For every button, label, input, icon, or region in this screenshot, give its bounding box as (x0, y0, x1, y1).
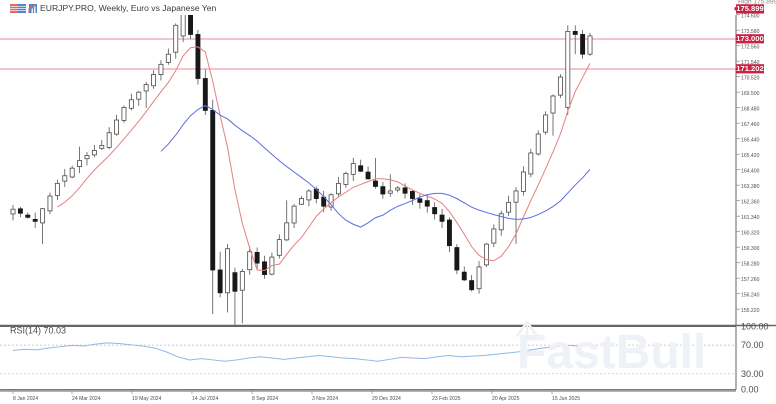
svg-text:167.460: 167.460 (741, 122, 760, 128)
svg-text:14 Jul 2024: 14 Jul 2024 (192, 396, 219, 402)
svg-text:15 Jun 2025: 15 Jun 2025 (552, 396, 580, 402)
svg-text:160.320: 160.320 (741, 231, 760, 237)
svg-text:8 Jan 2024: 8 Jan 2024 (13, 396, 38, 402)
svg-text:100.00: 100.00 (741, 322, 769, 332)
svg-text:24 Mar 2024: 24 Mar 2024 (72, 396, 101, 402)
svg-text:RSI(14) 70.03: RSI(14) 70.03 (10, 326, 66, 336)
svg-text:0.00: 0.00 (741, 385, 759, 395)
svg-text:166.440: 166.440 (741, 138, 760, 144)
svg-text:162.360: 162.360 (741, 200, 760, 206)
svg-text:174.600: 174.600 (741, 14, 760, 20)
svg-text:8 Sep 2024: 8 Sep 2024 (252, 396, 278, 402)
svg-text:157.260: 157.260 (741, 277, 760, 283)
svg-text:29 Dec 2024: 29 Dec 2024 (372, 396, 401, 402)
svg-text:161.340: 161.340 (741, 215, 760, 221)
svg-text:30.00: 30.00 (741, 369, 764, 379)
svg-text:159.300: 159.300 (741, 246, 760, 252)
svg-text:23 Feb 2025: 23 Feb 2025 (432, 396, 461, 402)
svg-text:168.480: 168.480 (741, 107, 760, 113)
svg-text:155.220: 155.220 (741, 308, 760, 314)
svg-text:156.240: 156.240 (741, 293, 760, 299)
svg-text:158.280: 158.280 (741, 262, 760, 268)
svg-text:19 May 2024: 19 May 2024 (132, 396, 162, 402)
svg-text:165.420: 165.420 (741, 153, 760, 159)
svg-text:EURJPY.PRO, Weekly, Euro vs Ja: EURJPY.PRO, Weekly, Euro vs Japanese Yen (40, 3, 216, 13)
svg-text:170.520: 170.520 (741, 76, 760, 82)
svg-text:173.000: 173.000 (736, 34, 763, 43)
svg-text:20 Apr 2025: 20 Apr 2025 (492, 396, 520, 402)
svg-text:175.899: 175.899 (736, 4, 763, 13)
svg-text:169.500: 169.500 (741, 91, 760, 97)
svg-text:172.560: 172.560 (741, 45, 760, 51)
svg-text:171.202: 171.202 (736, 64, 763, 73)
svg-text:3 Nov 2024: 3 Nov 2024 (312, 396, 338, 402)
svg-text:164.400: 164.400 (741, 169, 760, 175)
svg-text:163.380: 163.380 (741, 184, 760, 190)
svg-text:70.00: 70.00 (741, 340, 764, 350)
